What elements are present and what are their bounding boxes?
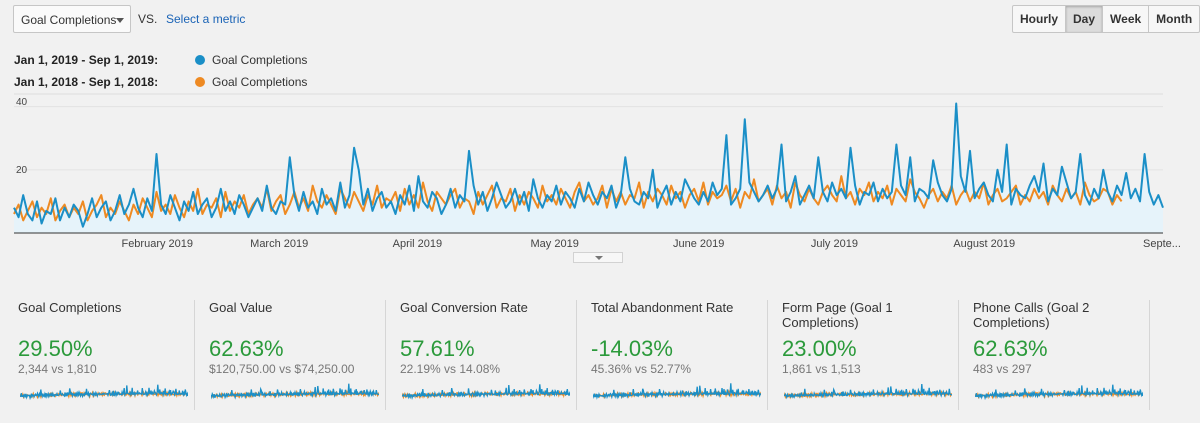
series-area-2019 <box>14 103 1163 233</box>
y-tick-label: 40 <box>16 97 28 108</box>
x-tick-label: May 2019 <box>530 238 579 250</box>
x-tick-label: April 2019 <box>392 238 443 250</box>
sparkline-2019 <box>784 383 952 400</box>
chevron-down-icon <box>595 256 603 260</box>
legend-metric-current: Goal Completions <box>212 53 308 67</box>
x-tick-label: June 2019 <box>672 238 725 250</box>
metric-select[interactable]: Goal Completions <box>13 5 131 33</box>
scorecard-title: Goal Completions <box>18 300 122 315</box>
x-tick-label: August 2019 <box>953 238 1016 250</box>
scorecard-total-abandonment-rate[interactable]: Total Abandonment Rate -14.03% 45.36% vs… <box>577 300 768 410</box>
scorecard-change: 23.00% <box>782 336 857 361</box>
scorecard-comparison: 1,861 vs 1,513 <box>782 362 861 376</box>
series-line-2019 <box>13 102 1164 228</box>
scorecard-phone-calls[interactable]: Phone Calls (Goal 2 Completions) 62.63% … <box>959 300 1150 410</box>
chart-canvas <box>13 93 1164 234</box>
sparkline-2019 <box>211 383 379 400</box>
scorecard-comparison: 22.19% vs 14.08% <box>400 362 501 376</box>
scorecard-title: Phone Calls (Goal 2 Completions) <box>973 300 1090 330</box>
collapse-chart-toggle[interactable] <box>573 252 623 263</box>
sparkline-2019 <box>593 383 761 400</box>
x-tick-label: July 2019 <box>810 238 858 250</box>
scorecard-comparison: 45.36% vs 52.77% <box>591 362 692 376</box>
scorecard-change: 62.63% <box>209 336 284 361</box>
sparkline-2019 <box>975 384 1143 400</box>
sparkline-2019 <box>20 384 188 400</box>
main-line-chart[interactable]: 40 20 February 2019 March 2019 April 2019 M… <box>0 92 1200 257</box>
legend-metric-previous: Goal Completions <box>212 75 308 89</box>
granularity-week-button[interactable]: Week <box>1103 6 1150 32</box>
date-range-current: Jan 1, 2019 - Sep 1, 2019: <box>14 53 159 67</box>
sparkline-2019 <box>402 384 570 400</box>
scorecard-title: Form Page (Goal 1 Completions) <box>782 300 893 330</box>
scorecard-change: 57.61% <box>400 336 475 361</box>
granularity-toggle: Hourly Day Week Month <box>1012 5 1200 33</box>
scorecard-change: 62.63% <box>973 336 1048 361</box>
scorecard-comparison: 483 vs 297 <box>973 362 1032 376</box>
scorecard-change: 29.50% <box>18 336 93 361</box>
sparkline-chart <box>211 383 379 400</box>
scorecard-comparison: 2,344 vs 1,810 <box>18 362 97 376</box>
scorecard-title: Goal Conversion Rate <box>400 300 528 315</box>
scorecard-comparison: $120,750.00 vs $74,250.00 <box>209 362 355 376</box>
scorecard-goal-conversion-rate[interactable]: Goal Conversion Rate 57.61% 22.19% vs 14… <box>386 300 577 410</box>
y-tick-label: 20 <box>16 165 28 176</box>
sparkline-chart <box>784 383 952 400</box>
granularity-month-button[interactable]: Month <box>1156 12 1193 26</box>
date-range-previous: Jan 1, 2018 - Sep 1, 2018: <box>14 75 159 89</box>
scorecard-title: Total Abandonment Rate <box>591 300 734 315</box>
series-line-2018 <box>13 175 1123 222</box>
scorecard-row: Goal Completions 29.50% 2,344 vs 1,810 G… <box>0 300 1200 410</box>
legend-dot-icon <box>195 55 205 65</box>
sparkline-chart <box>20 384 188 400</box>
select-metric-link[interactable]: Select a metric <box>166 12 246 26</box>
sparkline-chart <box>975 384 1143 400</box>
vs-label: VS. <box>138 12 158 26</box>
scorecard-form-page[interactable]: Form Page (Goal 1 Completions) 23.00% 1,… <box>768 300 959 410</box>
metric-select-label: Goal Completions <box>21 13 117 27</box>
scorecard-title: Goal Value <box>209 300 273 315</box>
legend-dot-icon <box>195 77 205 87</box>
chevron-down-icon <box>116 18 124 23</box>
x-tick-label: March 2019 <box>250 238 309 250</box>
sparkline-chart <box>593 383 761 400</box>
granularity-day-button[interactable]: Day <box>1066 6 1104 32</box>
granularity-hourly-button[interactable]: Hourly <box>1013 6 1067 32</box>
scorecard-goal-completions[interactable]: Goal Completions 29.50% 2,344 vs 1,810 <box>4 300 195 410</box>
x-tick-label: Septe... <box>1143 238 1181 250</box>
scorecard-goal-value[interactable]: Goal Value 62.63% $120,750.00 vs $74,250… <box>195 300 386 410</box>
scorecard-change: -14.03% <box>591 336 673 361</box>
x-tick-label: February 2019 <box>121 238 194 250</box>
sparkline-chart <box>402 384 570 400</box>
